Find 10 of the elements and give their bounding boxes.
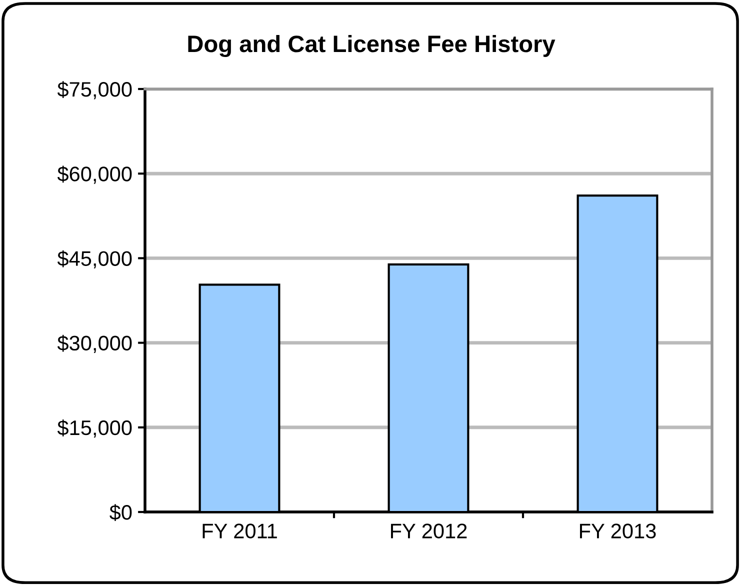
y-tick-label: $15,000 — [57, 420, 132, 438]
x-tick-label: FY 2011 — [202, 524, 277, 538]
chart-title: Dog and Cat License Fee History — [188, 34, 556, 58]
y-tick-label: $75,000 — [57, 81, 132, 100]
y-tick-label: $45,000 — [57, 250, 132, 268]
x-tick-label: FY 2013 — [580, 524, 656, 538]
y-tick-label: $60,000 — [57, 166, 132, 184]
y-tick-label: $30,000 — [57, 334, 132, 354]
y-tick-label: $0 — [110, 504, 132, 521]
x-tick-label: FY 2012 — [391, 524, 467, 538]
